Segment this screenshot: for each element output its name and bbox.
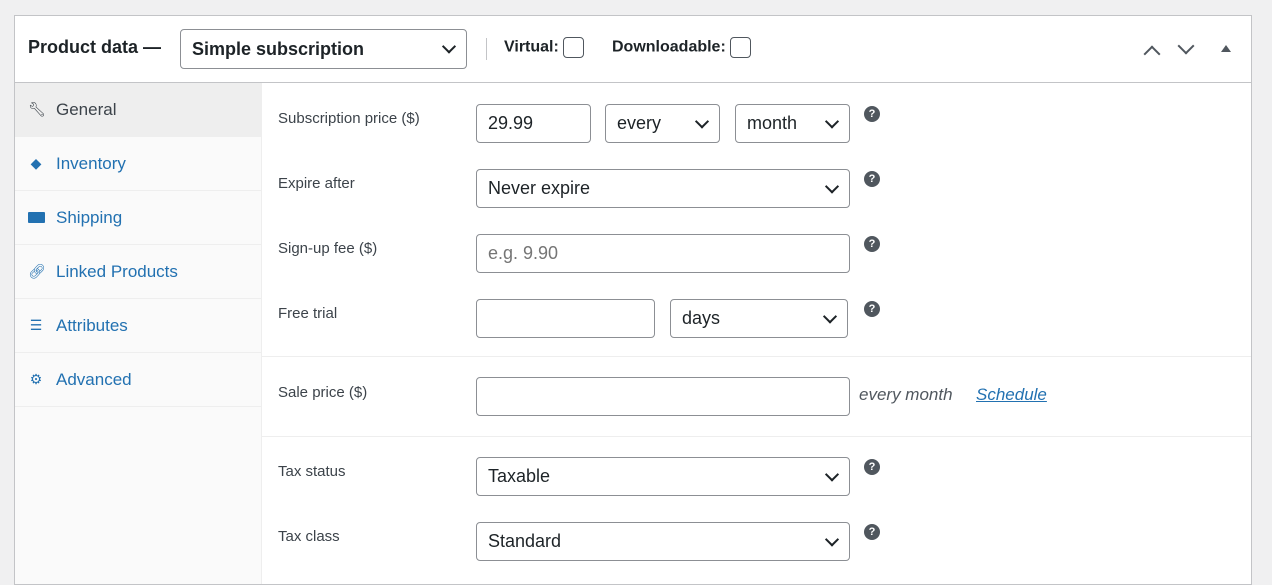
virtual-label: Virtual: (504, 38, 559, 56)
free-trial-input[interactable] (476, 299, 655, 338)
section-divider (262, 436, 1251, 437)
downloadable-option: Downloadable: (612, 37, 751, 58)
chevron-down-icon (824, 466, 840, 482)
tab-advanced[interactable]: ⚙ Advanced (15, 353, 261, 407)
tab-label: Linked Products (56, 261, 178, 281)
product-type-value: Simple subscription (192, 38, 365, 59)
tax-status-value: Taxable (488, 466, 551, 486)
tab-attributes[interactable]: ☰ Attributes (15, 299, 261, 353)
signup-fee-label: Sign-up fee ($) (278, 240, 378, 257)
chevron-down-icon (824, 113, 840, 129)
truck-icon (28, 210, 45, 226)
tab-general[interactable]: 🔧︎ General (15, 83, 261, 137)
billing-interval-value: every (617, 113, 662, 133)
billing-period-value: month (747, 113, 798, 133)
panel-header: Product data — Simple subscription Virtu… (15, 16, 1251, 83)
virtual-option: Virtual: (504, 37, 584, 58)
tax-class-label: Tax class (278, 528, 340, 545)
billing-interval-select[interactable]: every (605, 104, 720, 143)
wrench-icon: 🔧︎ (28, 101, 46, 117)
tab-label: General (56, 99, 117, 119)
sale-price-suffix: every month (859, 385, 953, 404)
tab-linked-products[interactable]: 🔗︎ Linked Products (15, 245, 261, 299)
tab-label: Shipping (56, 207, 123, 227)
expire-after-value: Never expire (488, 178, 591, 198)
move-up-icon[interactable] (1143, 45, 1161, 63)
help-icon[interactable]: ? (864, 459, 880, 475)
tab-shipping[interactable]: Shipping (15, 191, 261, 245)
schedule-link[interactable]: Schedule (976, 385, 1047, 404)
free-trial-period-select[interactable]: days (670, 299, 848, 338)
tab-label: Advanced (56, 369, 132, 389)
signup-fee-input[interactable]: e.g. 9.90 (476, 234, 850, 273)
product-data-panel: Product data — Simple subscription Virtu… (14, 15, 1252, 585)
help-icon[interactable]: ? (864, 524, 880, 540)
section-divider (262, 356, 1251, 357)
sale-price-label: Sale price ($) (278, 384, 368, 401)
chevron-down-icon (441, 39, 457, 54)
help-icon[interactable]: ? (864, 171, 880, 187)
free-trial-label: Free trial (278, 305, 338, 322)
help-icon[interactable]: ? (864, 106, 880, 122)
subscription-price-input[interactable]: 29.99 (476, 104, 591, 143)
sale-price-input[interactable] (476, 377, 850, 416)
tax-class-select[interactable]: Standard (476, 522, 850, 561)
chevron-down-icon (824, 178, 840, 194)
downloadable-label: Downloadable: (612, 38, 726, 56)
expire-after-select[interactable]: Never expire (476, 169, 850, 208)
panel-title: Product data — (28, 37, 162, 57)
help-icon[interactable]: ? (864, 301, 880, 317)
subscription-price-value: 29.99 (488, 113, 534, 133)
divider (486, 38, 487, 60)
move-down-icon[interactable] (1177, 37, 1195, 55)
virtual-checkbox[interactable] (562, 37, 584, 58)
help-icon[interactable]: ? (864, 236, 880, 252)
signup-fee-placeholder: e.g. 9.90 (488, 243, 559, 263)
link-icon: 🔗︎ (28, 263, 46, 279)
tax-class-value: Standard (488, 531, 562, 551)
product-type-select[interactable]: Simple subscription (180, 29, 467, 69)
chevron-down-icon (822, 308, 838, 324)
gear-icon: ⚙ (29, 371, 43, 387)
product-data-tabs: 🔧︎ General ◆ Inventory Shipping 🔗︎ Linked P… (15, 83, 262, 584)
list-icon: ☰ (29, 317, 43, 333)
tax-status-select[interactable]: Taxable (476, 457, 850, 496)
tab-inventory[interactable]: ◆ Inventory (15, 137, 261, 191)
subscription-price-label: Subscription price ($) (278, 110, 420, 127)
chevron-down-icon (694, 113, 710, 129)
tax-status-label: Tax status (278, 463, 346, 480)
free-trial-period-value: days (682, 308, 721, 328)
billing-period-select[interactable]: month (735, 104, 850, 143)
tag-icon: ◆ (30, 155, 42, 171)
tab-label: Inventory (56, 153, 126, 173)
expire-after-label: Expire after (278, 175, 355, 192)
tab-label: Attributes (56, 315, 128, 335)
downloadable-checkbox[interactable] (729, 37, 751, 58)
collapse-toggle-icon[interactable] (1221, 45, 1231, 52)
chevron-down-icon (824, 531, 840, 547)
